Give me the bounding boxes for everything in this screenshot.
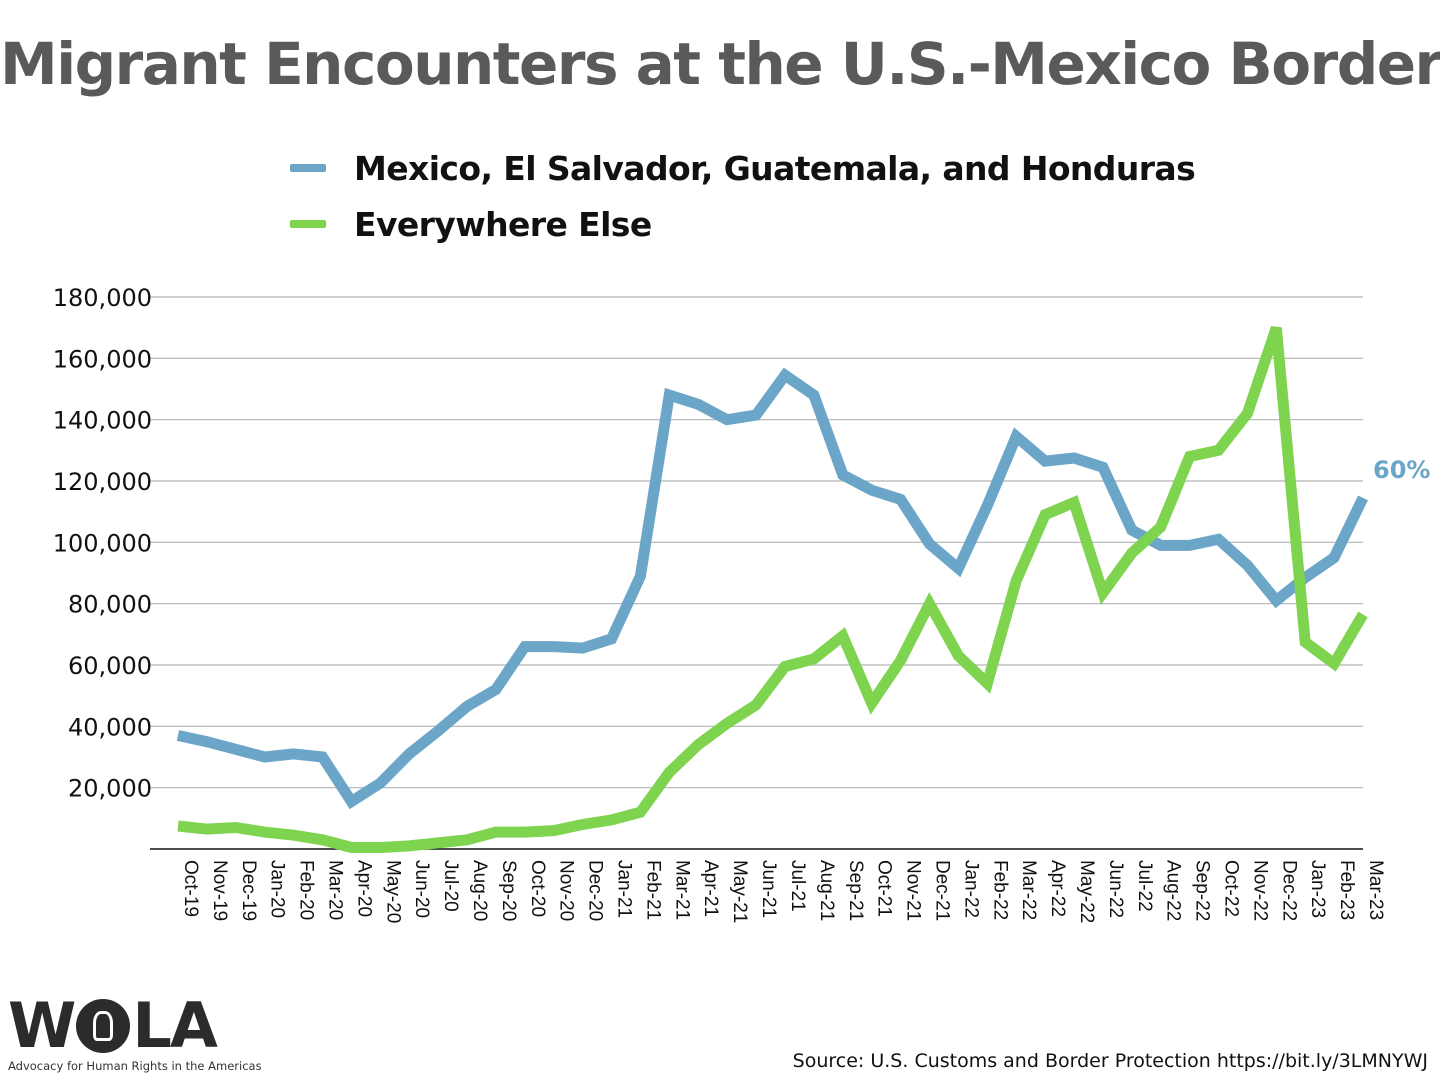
x-tick-label: Nov-22 (1249, 860, 1270, 921)
x-tick-label: Apr-22 (1047, 860, 1068, 917)
y-tick-label: 40,000 (68, 713, 152, 741)
x-tick-label: Feb-20 (296, 860, 317, 920)
annotation-label: 60% (1373, 456, 1430, 484)
y-tick-label: 80,000 (68, 591, 152, 619)
x-tick-label: Feb-21 (642, 860, 663, 920)
y-axis-ticks: 20,000 40,000 60,000 80,000 100,000 120,000 14… (53, 284, 152, 803)
x-tick-label: Jun-22 (1105, 860, 1126, 918)
y-tick-label: 100,000 (53, 529, 152, 557)
x-tick-label: Aug-22 (1163, 860, 1184, 921)
y-tick-label: 120,000 (53, 468, 152, 496)
x-tick-label: Dec-22 (1278, 860, 1299, 921)
x-axis-ticks: Oct-19 Nov-19 Dec-19 Jan-20 Feb-20 Mar-20 Apr-… (180, 860, 1386, 923)
wola-logo: W LA Advocacy for Human Rights in the Ame… (8, 989, 262, 1075)
x-tick-label: Oct-21 (874, 860, 895, 917)
x-tick-label: Apr-21 (700, 860, 721, 917)
x-tick-label: Jan-22 (960, 860, 981, 918)
x-tick-label: Oct-22 (1220, 860, 1241, 917)
chart-title: Migrant Encounters at the U.S.-Mexico Bo… (0, 30, 1440, 98)
legend: Mexico, El Salvador, Guatemala, and Hond… (290, 140, 1196, 252)
x-tick-label: Oct-20 (527, 860, 548, 917)
y-tick-label: 20,000 (68, 775, 152, 803)
x-tick-label: May-22 (1076, 860, 1097, 923)
x-tick-label: Jul-22 (1134, 860, 1155, 912)
x-tick-label: May-20 (382, 860, 403, 923)
x-tick-label: Jul-21 (787, 860, 808, 912)
logo-wordmark: W LA (8, 989, 218, 1062)
legend-label: Everywhere Else (354, 204, 652, 244)
gridlines (150, 296, 1363, 789)
legend-swatch-green-icon (290, 220, 326, 228)
x-tick-label: Apr-20 (353, 860, 374, 917)
x-tick-label: Jan-20 (267, 860, 288, 918)
y-tick-label: 60,000 (68, 652, 152, 680)
series-lines (176, 325, 1368, 853)
x-tick-label: Nov-21 (903, 860, 924, 921)
x-tick-label: Dec-19 (238, 860, 259, 921)
x-tick-label: Feb-23 (1336, 860, 1357, 920)
x-tick-label: Dec-21 (931, 860, 952, 921)
x-tick-label: Nov-19 (209, 860, 230, 921)
x-tick-label: Sep-21 (845, 860, 866, 921)
x-tick-label: Oct-19 (180, 860, 201, 917)
x-tick-label: Mar-20 (325, 860, 346, 920)
x-tick-label: Feb-22 (989, 860, 1010, 920)
legend-item-central-america: Mexico, El Salvador, Guatemala, and Hond… (290, 140, 1196, 196)
x-tick-label: Jun-21 (758, 860, 779, 918)
legend-item-everywhere-else: Everywhere Else (290, 196, 1195, 252)
x-tick-label: Jun-20 (411, 860, 432, 918)
source-note: Source: U.S. Customs and Border Protecti… (792, 1050, 1428, 1072)
x-tick-label: May-21 (729, 860, 750, 923)
y-tick-label: 140,000 (53, 407, 152, 435)
x-tick-label: Nov-20 (556, 860, 577, 921)
legend-label: Mexico, El Salvador, Guatemala, and Hond… (354, 148, 1196, 188)
line-chart: 20,000 40,000 60,000 80,000 100,000 120,000 14… (53, 284, 1431, 923)
x-tick-label: Sep-20 (498, 860, 519, 921)
logo-tagline: Advocacy for Human Rights in the America… (8, 1059, 262, 1073)
series-line-central-america (176, 367, 1368, 810)
x-tick-label: Jul-20 (440, 860, 461, 912)
x-tick-label: Sep-22 (1192, 860, 1213, 921)
annotations: 60% (1373, 456, 1430, 484)
series-line-everywhere-else (177, 325, 1368, 853)
logo-emblem-icon (76, 999, 131, 1053)
x-tick-label: Aug-20 (469, 860, 490, 921)
x-tick-label: Aug-21 (816, 860, 837, 921)
x-tick-label: Jan-21 (614, 860, 635, 918)
y-tick-label: 180,000 (53, 284, 152, 312)
x-tick-label: Mar-21 (671, 860, 692, 920)
x-tick-label: Mar-22 (1018, 860, 1039, 920)
x-tick-label: Jan-23 (1307, 860, 1328, 918)
legend-swatch-blue-icon (290, 164, 326, 172)
y-tick-label: 160,000 (53, 345, 152, 373)
x-tick-label: Mar-23 (1365, 860, 1386, 920)
x-tick-label: Dec-20 (585, 860, 606, 921)
